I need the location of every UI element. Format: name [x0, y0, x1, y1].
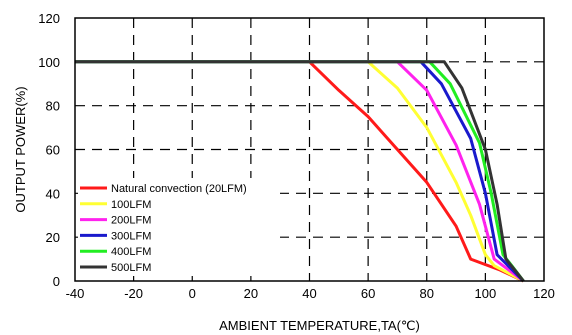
legend-label: 300LFM: [111, 230, 151, 242]
series-line-2: [75, 60, 525, 283]
y-tick-label: 20: [46, 230, 60, 245]
legend-background: [78, 178, 280, 276]
legend-label: 500LFM: [111, 262, 151, 274]
x-tick-label: 60: [361, 286, 375, 301]
plot-frame: [74, 17, 545, 282]
x-tick-label: 0: [189, 286, 196, 301]
y-tick-label: 100: [38, 55, 60, 70]
y-tick-label: 80: [46, 99, 60, 114]
y-tick-label: 120: [38, 11, 60, 26]
y-axis-label: OUTPUT POWER(%): [13, 86, 28, 212]
series-line-3: [75, 60, 525, 283]
x-tick-label: 100: [475, 286, 497, 301]
legend-label: Natural convection (20LFM): [111, 183, 247, 195]
legend-label: 400LFM: [111, 246, 151, 258]
x-tick-label: -40: [66, 286, 85, 301]
y-axis-ticks: 0 20 40 60 80 100 120: [38, 11, 60, 289]
series-line-5: [75, 60, 525, 282]
y-tick-label: 60: [46, 143, 60, 158]
x-tick-label: 80: [420, 286, 434, 301]
legend: Natural convection (20LFM) 100LFM 200LFM 30…: [78, 178, 280, 276]
y-tick-label: 40: [46, 186, 60, 201]
x-axis-label: AMBIENT TEMPERATURE,TA(℃): [219, 318, 420, 333]
series-lines: [75, 60, 525, 283]
x-tick-label: 40: [302, 286, 316, 301]
series-line-0: [75, 60, 525, 283]
legend-label: 200LFM: [111, 215, 151, 227]
series-line-1: [75, 60, 525, 283]
x-tick-label: 20: [244, 286, 258, 301]
legend-label: 100LFM: [111, 199, 151, 211]
x-tick-label: -20: [124, 286, 143, 301]
y-tick-label: 0: [53, 274, 60, 289]
x-tick-label: 120: [533, 286, 555, 301]
x-axis-ticks: -40 -20 0 20 40 60 80 100 120: [66, 286, 555, 301]
